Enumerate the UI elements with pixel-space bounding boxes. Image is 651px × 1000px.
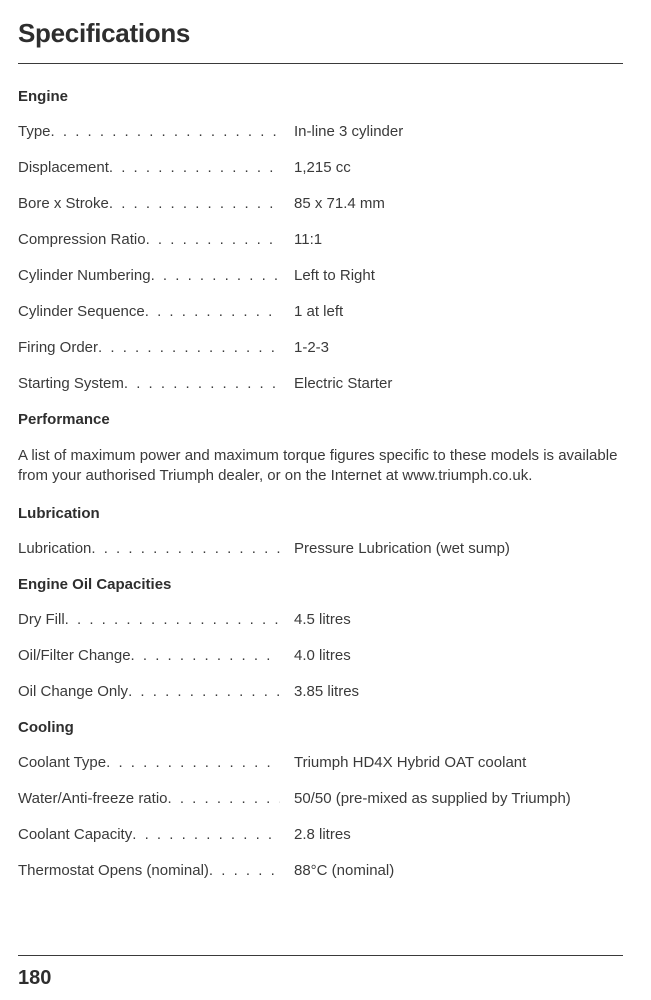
spec-label: Compression Ratio xyxy=(18,231,146,249)
spec-value: 88°C (nominal) xyxy=(280,862,623,880)
spec-label: Starting System xyxy=(18,375,124,393)
spec-row: Bore x Stroke. . . . . . . . . . . . . .… xyxy=(18,195,623,213)
leader-dots: . . . . . . . . . . . . . . . . . . . . … xyxy=(146,231,280,249)
performance-text: A list of maximum power and maximum torq… xyxy=(18,446,623,487)
spec-value: 1-2-3 xyxy=(280,339,623,357)
spec-value: 1,215 cc xyxy=(280,159,623,177)
spec-row: Type. . . . . . . . . . . . . . . . . . … xyxy=(18,123,623,141)
leader-dots: . . . . . . . . . . . . . . . . . . . . … xyxy=(132,826,280,844)
spec-value: Triumph HD4X Hybrid OAT coolant xyxy=(280,754,623,772)
spec-row: Lubrication. . . . . . . . . . . . . . .… xyxy=(18,540,623,558)
spec-value: 1 at left xyxy=(280,303,623,321)
section-heading-lubrication: Lubrication xyxy=(18,505,623,522)
leader-dots: . . . . . . . . . . . . . . . . . . . . … xyxy=(65,611,280,629)
spec-value: 85 x 71.4 mm xyxy=(280,195,623,213)
leader-dots: . . . . . . . . . . . . . . . . . . . . … xyxy=(124,375,280,393)
spec-label: Coolant Type xyxy=(18,754,106,772)
spec-row: Oil/Filter Change. . . . . . . . . . . .… xyxy=(18,647,623,665)
spec-label: Cylinder Sequence xyxy=(18,303,145,321)
section-heading-cooling: Cooling xyxy=(18,719,623,736)
page-title: Specifications xyxy=(18,18,623,49)
leader-dots: . . . . . . . . . . . . . . . . . . . . … xyxy=(168,790,281,808)
spec-label: Dry Fill xyxy=(18,611,65,629)
spec-row: Starting System. . . . . . . . . . . . .… xyxy=(18,375,623,393)
spec-label: Bore x Stroke xyxy=(18,195,109,213)
spec-value: 50/50 (pre-mixed as supplied by Triumph) xyxy=(280,790,623,808)
spec-value: 2.8 litres xyxy=(280,826,623,844)
spec-label: Thermostat Opens (nominal) xyxy=(18,862,209,880)
spec-value: Left to Right xyxy=(280,267,623,285)
divider-bottom xyxy=(18,955,623,956)
spec-row: Compression Ratio. . . . . . . . . . . .… xyxy=(18,231,623,249)
section-heading-performance: Performance xyxy=(18,411,623,428)
spec-value: 4.0 litres xyxy=(280,647,623,665)
leader-dots: . . . . . . . . . . . . . . . . . . . . … xyxy=(151,267,280,285)
leader-dots: . . . . . . . . . . . . . . . . . . . . … xyxy=(109,159,280,177)
spec-row: Coolant Type. . . . . . . . . . . . . . … xyxy=(18,754,623,772)
spec-row: Firing Order. . . . . . . . . . . . . . … xyxy=(18,339,623,357)
spec-label: Displacement xyxy=(18,159,109,177)
spec-label: Type xyxy=(18,123,51,141)
spec-label: Coolant Capacity xyxy=(18,826,132,844)
spec-label: Lubrication xyxy=(18,540,91,558)
leader-dots: . . . . . . . . . . . . . . . . . . . . … xyxy=(51,123,280,141)
spec-value: In-line 3 cylinder xyxy=(280,123,623,141)
leader-dots: . . . . . . . . . . . . . . . . . . . . … xyxy=(209,862,280,880)
spec-row: Displacement. . . . . . . . . . . . . . … xyxy=(18,159,623,177)
leader-dots: . . . . . . . . . . . . . . . . . . . . … xyxy=(131,647,280,665)
section-heading-oil: Engine Oil Capacities xyxy=(18,576,623,593)
divider-top xyxy=(18,63,623,64)
spec-label: Oil Change Only xyxy=(18,683,128,701)
spec-row: Coolant Capacity. . . . . . . . . . . . … xyxy=(18,826,623,844)
spec-row: Thermostat Opens (nominal). . . . . . . … xyxy=(18,862,623,880)
spec-value: 4.5 litres xyxy=(280,611,623,629)
leader-dots: . . . . . . . . . . . . . . . . . . . . … xyxy=(109,195,280,213)
leader-dots: . . . . . . . . . . . . . . . . . . . . … xyxy=(145,303,280,321)
spec-value: Electric Starter xyxy=(280,375,623,393)
spec-label: Water/Anti-freeze ratio xyxy=(18,790,168,808)
spec-row: Oil Change Only. . . . . . . . . . . . .… xyxy=(18,683,623,701)
spec-label: Cylinder Numbering xyxy=(18,267,151,285)
spec-label: Oil/Filter Change xyxy=(18,647,131,665)
spec-row: Cylinder Numbering. . . . . . . . . . . … xyxy=(18,267,623,285)
spec-row: Dry Fill. . . . . . . . . . . . . . . . … xyxy=(18,611,623,629)
spec-row: Water/Anti-freeze ratio. . . . . . . . .… xyxy=(18,790,623,808)
page: Specifications Engine Type. . . . . . . … xyxy=(0,0,651,1000)
leader-dots: . . . . . . . . . . . . . . . . . . . . … xyxy=(98,339,280,357)
leader-dots: . . . . . . . . . . . . . . . . . . . . … xyxy=(128,683,280,701)
page-number: 180 xyxy=(18,967,51,990)
leader-dots: . . . . . . . . . . . . . . . . . . . . … xyxy=(91,540,280,558)
spec-label: Firing Order xyxy=(18,339,98,357)
spec-value: 11:1 xyxy=(280,231,623,249)
spec-value: Pressure Lubrication (wet sump) xyxy=(280,540,623,558)
spec-row: Cylinder Sequence. . . . . . . . . . . .… xyxy=(18,303,623,321)
leader-dots: . . . . . . . . . . . . . . . . . . . . … xyxy=(106,754,280,772)
section-heading-engine: Engine xyxy=(18,88,623,105)
spec-value: 3.85 litres xyxy=(280,683,623,701)
